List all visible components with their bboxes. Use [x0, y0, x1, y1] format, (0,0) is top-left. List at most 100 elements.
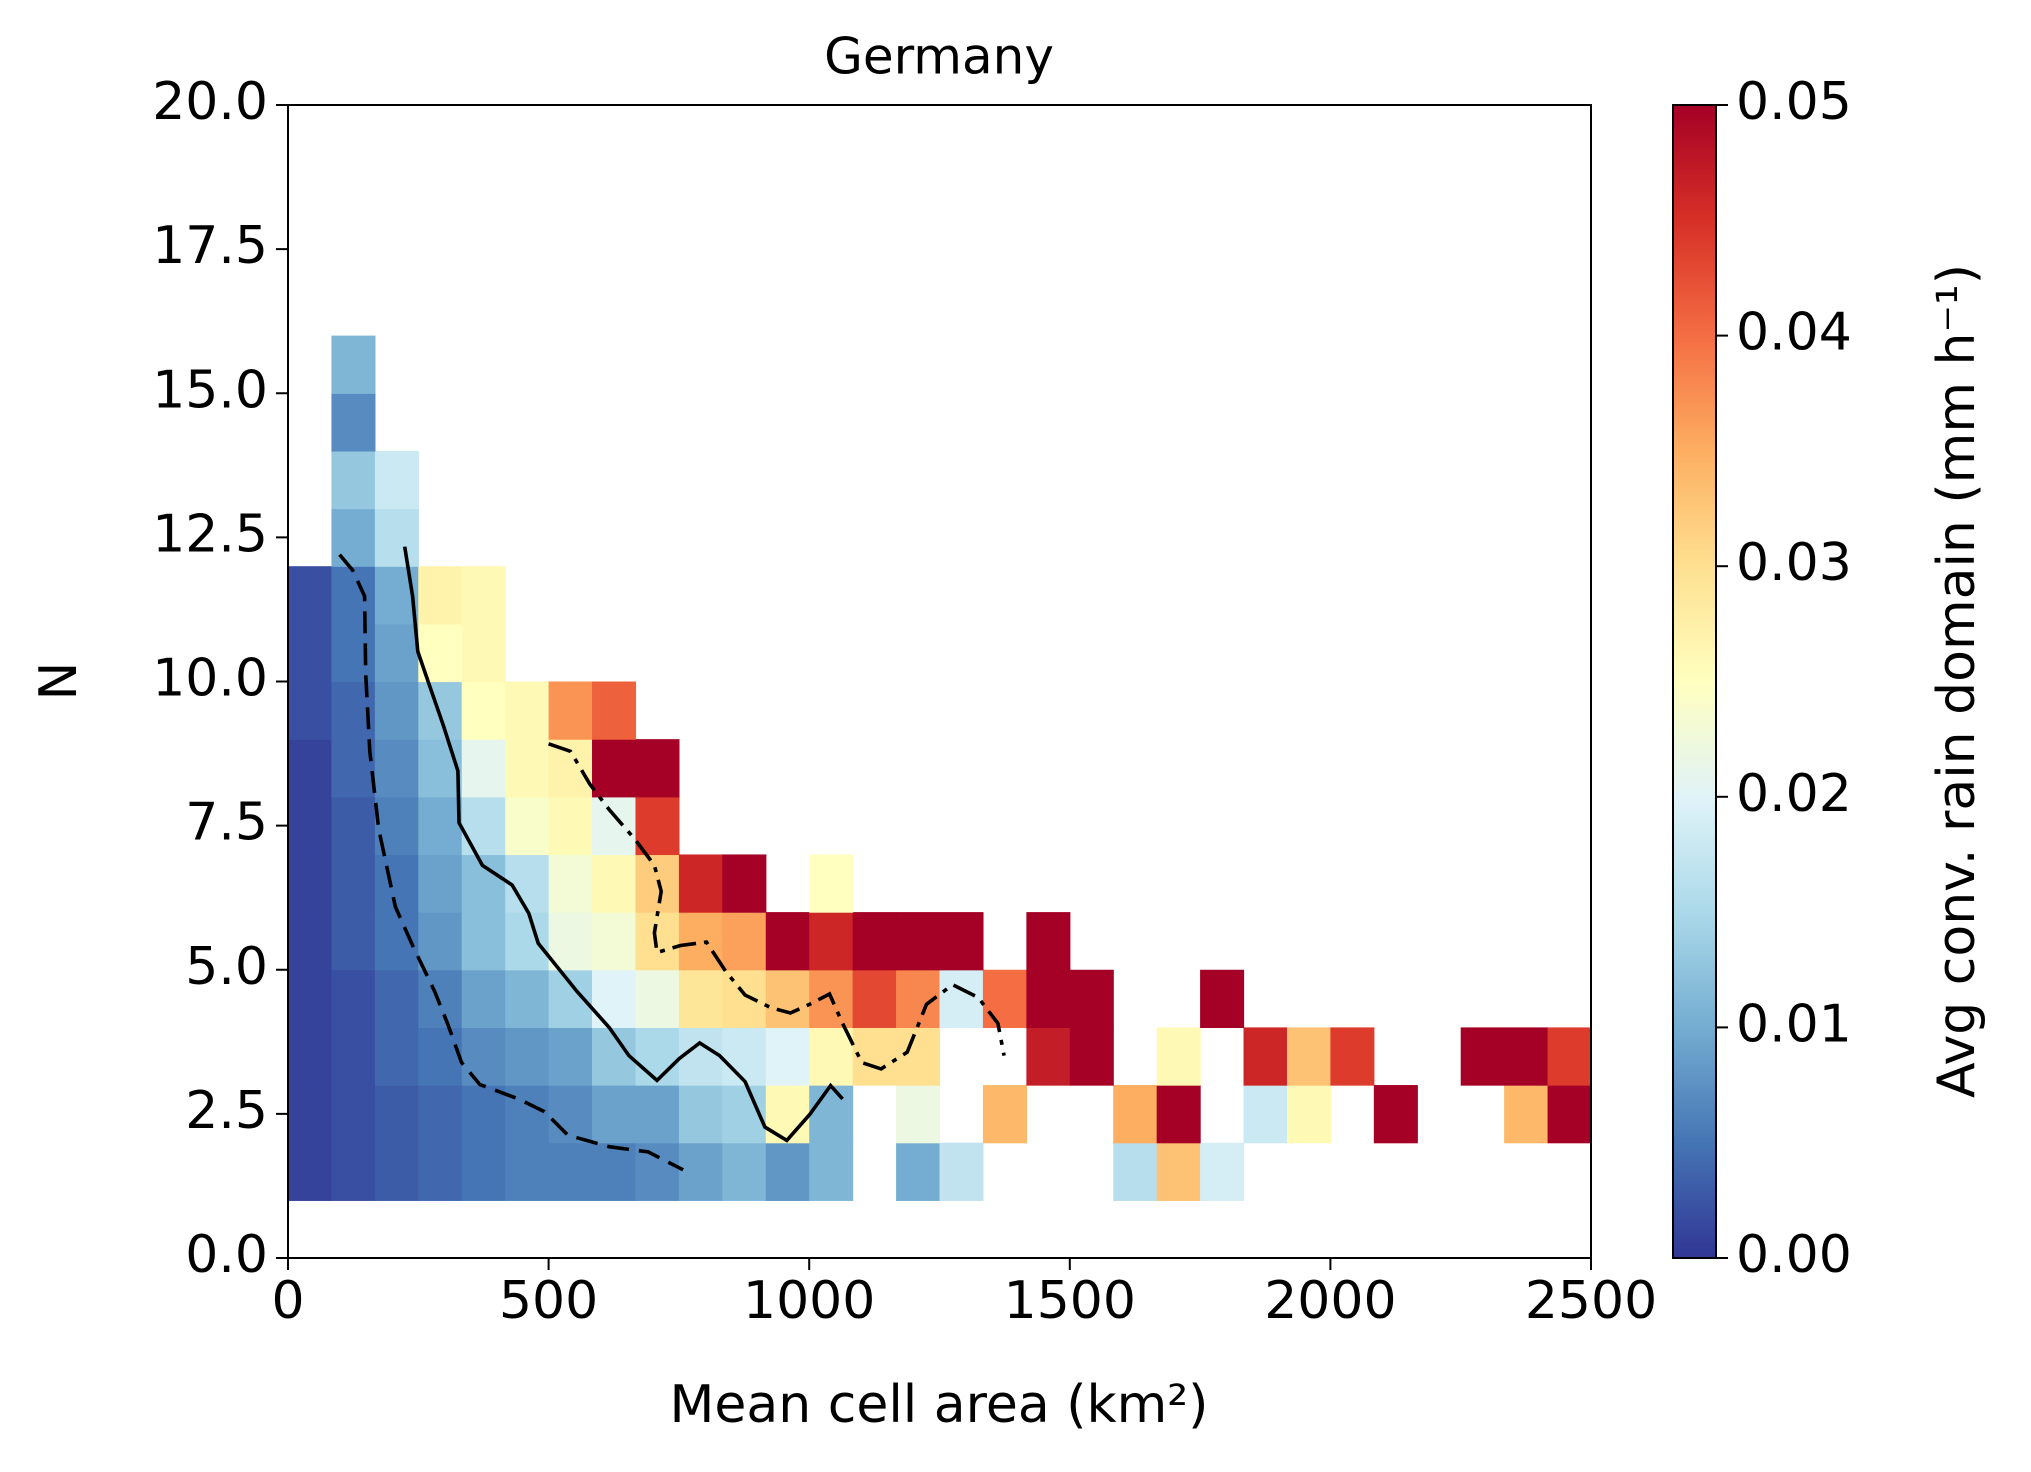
heatmap-cell	[331, 912, 376, 971]
heatmap-cell	[461, 681, 506, 740]
heatmap-cell	[722, 969, 767, 1028]
y-tick-label: 0.0	[185, 1225, 268, 1285]
heatmap-cell	[418, 854, 463, 913]
heatmap-cell	[809, 854, 854, 913]
heatmap-cell	[809, 1142, 854, 1201]
contour-line	[402, 546, 844, 1143]
heatmap-cell	[548, 1027, 593, 1086]
heatmap-cell	[592, 739, 637, 798]
x-tick-label: 1000	[743, 1271, 875, 1331]
heatmap-cell	[505, 969, 550, 1028]
heatmap-cell	[288, 681, 333, 740]
heatmap-cell	[678, 1142, 723, 1201]
heatmap-cell	[505, 681, 550, 740]
heatmap-cell	[1243, 1085, 1288, 1144]
heatmap-cell	[1286, 1085, 1331, 1144]
heatmap-cell	[331, 566, 376, 625]
heatmap-cell	[374, 1142, 419, 1201]
heatmap-cell	[331, 623, 376, 683]
heatmap-cell	[1069, 1027, 1114, 1086]
heatmap-cell	[288, 1142, 333, 1201]
heatmap-cell	[592, 912, 637, 971]
colorbar-tick-label: 0.04	[1736, 303, 1852, 363]
heatmap-cell	[548, 1142, 593, 1201]
heatmap-cell	[765, 1142, 810, 1201]
heatmap-cell	[418, 681, 463, 740]
colorbar-tick-label: 0.03	[1736, 533, 1852, 593]
heatmap-cell	[331, 393, 376, 452]
heatmap-cell	[461, 912, 506, 971]
heatmap-cell	[548, 1085, 593, 1144]
heatmap-cell	[722, 912, 767, 971]
heatmap-cell	[1156, 1027, 1201, 1086]
heatmap-cell	[374, 854, 419, 913]
heatmap-cell	[765, 912, 810, 971]
heatmap-cell	[288, 1085, 333, 1144]
heatmap-cell	[331, 969, 376, 1028]
heatmap-cell	[982, 1085, 1027, 1144]
heatmap-cell	[1286, 1027, 1331, 1086]
heatmap-cell	[461, 739, 506, 798]
heatmap-cell	[461, 796, 506, 856]
colorbar-tick-label: 0.01	[1736, 994, 1852, 1054]
contour-line	[548, 742, 1006, 1071]
heatmap-cell	[331, 796, 376, 856]
heatmap-cell	[809, 1027, 854, 1086]
heatmap-cell	[852, 912, 897, 971]
heatmap-cell	[635, 796, 680, 856]
heatmap-cell	[505, 1085, 550, 1144]
heatmap-cell	[1330, 1027, 1375, 1086]
colorbar-label: Avg conv. rain domain (mm h⁻¹)	[1927, 264, 1987, 1098]
y-tick-label: 5.0	[185, 937, 268, 997]
heatmap-cell	[982, 969, 1027, 1028]
heatmap-cell	[418, 1085, 463, 1144]
heatmap-cell	[765, 1027, 810, 1086]
heatmap-cell	[635, 1027, 680, 1086]
heatmap-cell	[331, 508, 376, 567]
contour-line	[338, 553, 684, 1172]
y-tick-label: 7.5	[185, 793, 268, 853]
heatmap-cell	[418, 1142, 463, 1201]
heatmap-cell	[722, 854, 767, 913]
chart-title: Germany	[824, 28, 1054, 86]
heatmap-cell	[1026, 912, 1071, 971]
heatmap-cell	[505, 1142, 550, 1201]
heatmap-cell	[678, 854, 723, 913]
heatmap-cell	[1547, 1027, 1592, 1086]
heatmap-cell	[461, 566, 506, 625]
heatmap-cell	[1373, 1085, 1418, 1144]
heatmap-cell	[418, 796, 463, 856]
heatmap-cell	[1243, 1027, 1288, 1086]
y-tick-label: 2.5	[185, 1081, 268, 1141]
heatmap-cell	[548, 854, 593, 913]
x-tick-label: 2000	[1264, 1271, 1396, 1331]
heatmap-cell	[461, 854, 506, 913]
heatmap-cell	[374, 739, 419, 798]
heatmap-cell	[1504, 1085, 1549, 1144]
y-axis-label: N	[29, 662, 89, 701]
heatmap-cell	[288, 796, 333, 856]
heatmap-cell	[548, 912, 593, 971]
heatmap-cell	[418, 739, 463, 798]
heatmap-cell	[635, 912, 680, 971]
heatmap-cell	[592, 854, 637, 913]
heatmap-cell	[374, 1027, 419, 1086]
heatmap-cell	[418, 912, 463, 971]
heatmap-cell	[1113, 1085, 1158, 1144]
heatmap-cell	[809, 912, 854, 971]
heatmap-cell	[896, 1027, 941, 1086]
y-tick-label: 10.0	[152, 649, 268, 709]
heatmap-cell	[418, 1027, 463, 1086]
heatmap-cell	[1026, 1027, 1071, 1086]
heatmap-cell	[1200, 1142, 1245, 1201]
heatmap-cell	[331, 450, 376, 510]
heatmap-cell	[374, 623, 419, 683]
heatmap-cell	[852, 969, 897, 1028]
heatmap-cell	[678, 1027, 723, 1086]
x-axis-label: Mean cell area (km²)	[670, 1375, 1209, 1435]
heatmap-cell	[1156, 1085, 1201, 1144]
y-tick-label: 20.0	[152, 72, 268, 132]
heatmap-cell	[809, 1085, 854, 1144]
heatmap-cell	[548, 681, 593, 740]
